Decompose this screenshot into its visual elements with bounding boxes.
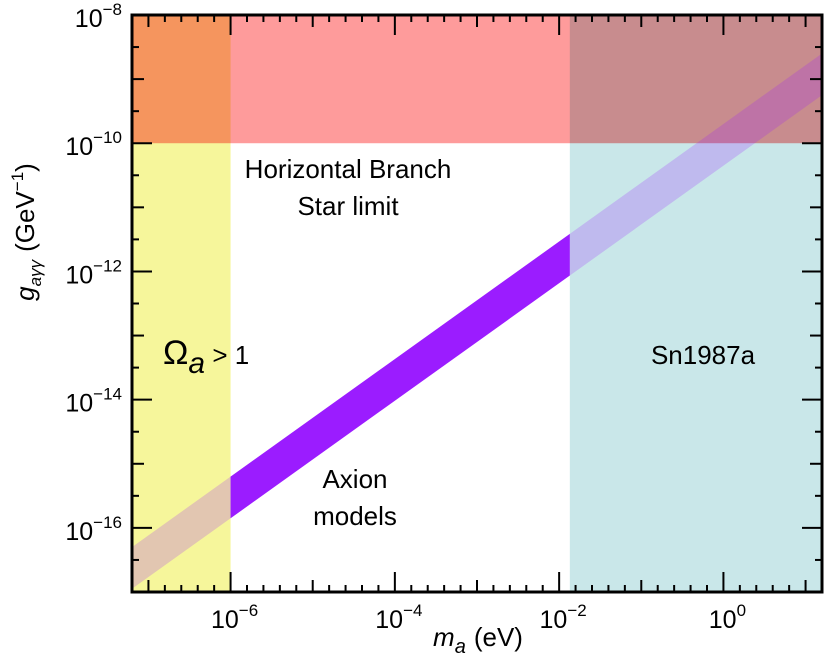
y-tick-label-base: 10	[75, 5, 103, 33]
y-axis-unit-close: )	[10, 163, 40, 172]
y-tick-label-base: 10	[65, 133, 93, 161]
omega-symbol: Ω	[163, 334, 188, 372]
plot-frame	[130, 13, 824, 594]
x-tick-label-exp: 0	[737, 601, 746, 620]
omega-subscript: a	[188, 347, 205, 380]
x-axis-title: ma (eV)	[433, 622, 523, 658]
y-tick-label-base: 10	[65, 261, 93, 289]
y-tick-label-exp: −8	[103, 0, 122, 19]
y-tick-label-exp: −14	[93, 385, 122, 404]
x-tick-label-base: 10	[211, 606, 239, 634]
y-axis-unit: (GeV	[10, 191, 40, 252]
sn1987a-label: Sn1987a	[651, 340, 756, 370]
y-axis-symbol: g	[10, 286, 40, 301]
x-tick-label: 10−6	[211, 601, 258, 634]
x-tick-label: 100	[709, 601, 746, 634]
x-tick-label-base: 10	[540, 606, 568, 634]
x-tick-label-exp: −4	[403, 601, 422, 620]
x-tick-label-base: 10	[709, 606, 737, 634]
axion-band-solid	[230, 233, 570, 519]
region-sn1987a	[569, 15, 822, 592]
y-tick-label-exp: −16	[93, 513, 122, 532]
y-tick-label-base: 10	[65, 390, 93, 418]
y-tick-label: 10−16	[65, 513, 122, 546]
omega-label: Ωa > 1	[163, 334, 249, 380]
y-axis-subscript: aγγ	[26, 258, 45, 286]
x-tick-label-base: 10	[375, 606, 403, 634]
x-tick-label-exp: −6	[239, 601, 258, 620]
y-tick-label-base: 10	[65, 518, 93, 546]
hb-label-line1: Horizontal Branch	[245, 154, 452, 184]
x-axis-unit: (eV)	[474, 622, 523, 652]
y-tick-label: 10−8	[75, 0, 122, 33]
x-tick-label: 10−2	[540, 601, 587, 634]
x-axis-symbol: m	[433, 622, 455, 652]
axion-label-line2: models	[313, 501, 397, 531]
omega-rest: > 1	[205, 340, 249, 370]
axion-band-group	[132, 53, 822, 589]
x-tick-label: 10−4	[375, 601, 422, 634]
y-tick-label-exp: −10	[93, 128, 122, 147]
y-tick-label: 10−14	[65, 385, 122, 418]
x-tick-label-exp: −2	[567, 601, 586, 620]
y-tick-label: 10−10	[65, 128, 122, 161]
hb-label-line2: Star limit	[297, 191, 399, 221]
y-axis-title: gaγγ (GeV−1)	[8, 163, 45, 301]
y-tick-label-exp: −12	[93, 256, 122, 275]
x-axis-subscript: a	[455, 636, 466, 658]
y-tick-label: 10−12	[65, 256, 122, 289]
exclusion-regions	[132, 15, 822, 592]
y-axis-unit-exp: −1	[8, 172, 27, 191]
axion-label-line1: Axion	[322, 464, 387, 494]
